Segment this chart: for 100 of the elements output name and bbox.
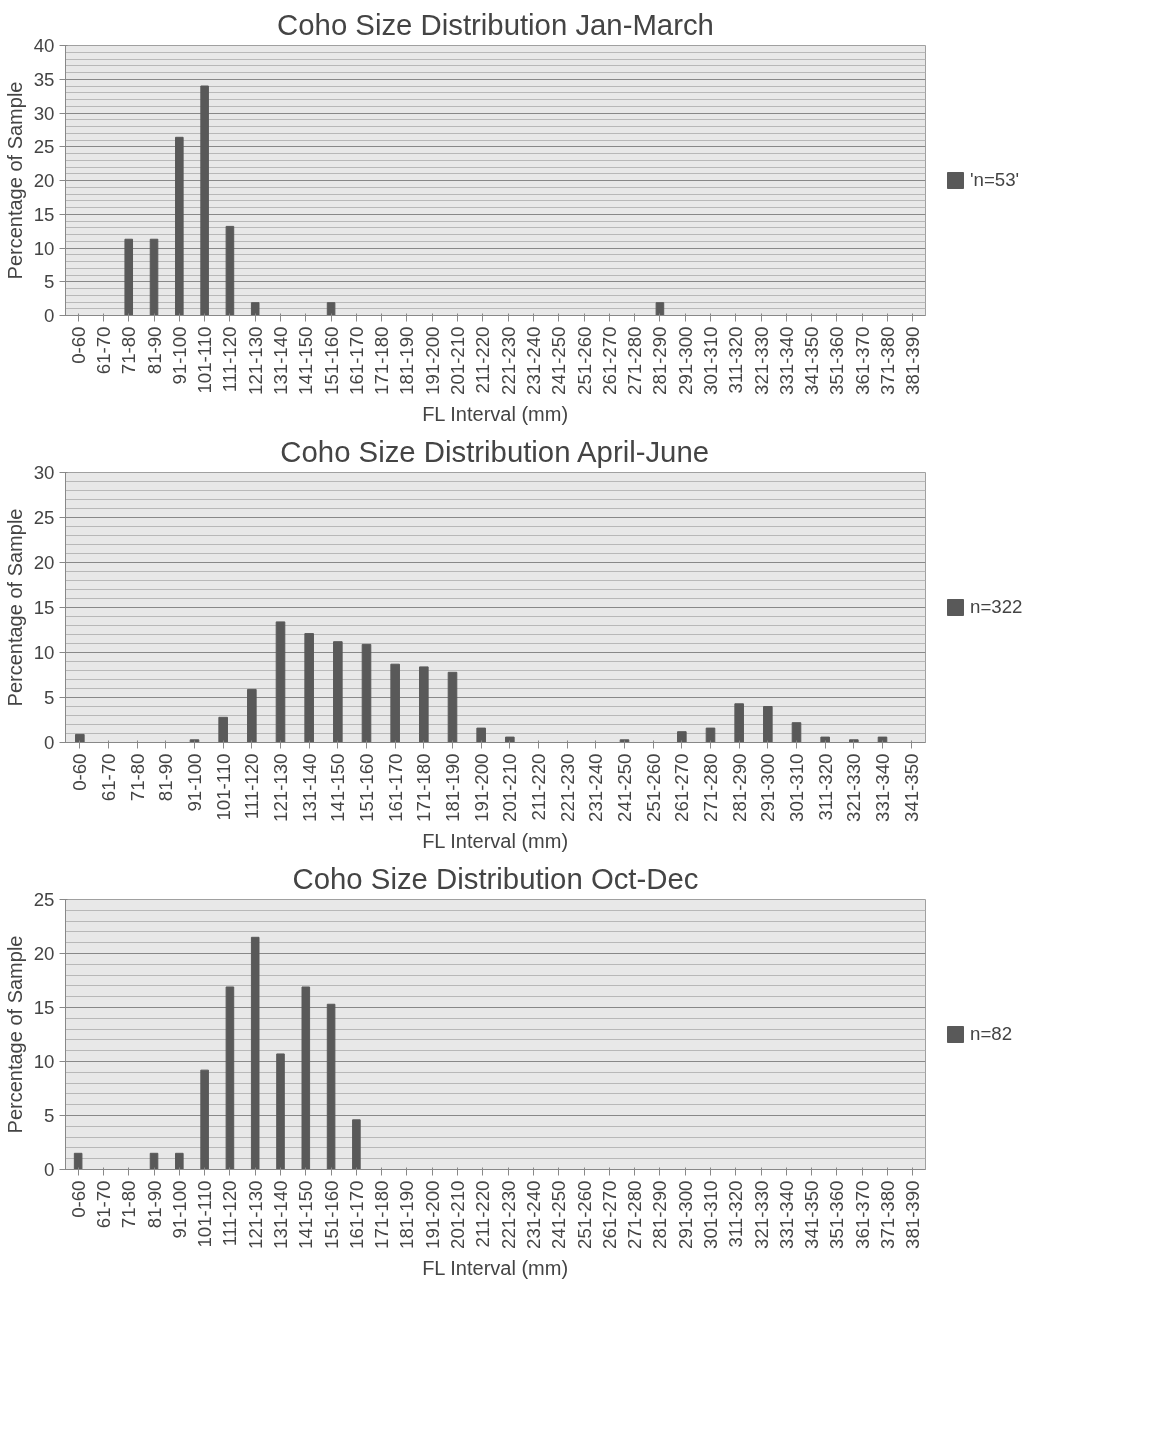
x-tick-label: 331-340 <box>775 1180 797 1249</box>
x-tick-label: 181-190 <box>396 1180 418 1249</box>
bar <box>175 136 184 316</box>
x-tick-label: 81-90 <box>143 326 165 375</box>
legend-label: n=82 <box>970 1023 1013 1045</box>
x-tick-label: 281-290 <box>649 1180 671 1249</box>
y-tick-label: 30 <box>33 462 55 483</box>
bar <box>200 1069 209 1170</box>
y-tick-label: 25 <box>33 507 55 528</box>
bar <box>705 727 716 743</box>
x-tick-label: 221-230 <box>497 326 519 395</box>
bar <box>250 302 260 316</box>
x-tick-label: 241-250 <box>548 326 570 395</box>
y-tick-label: 25 <box>33 889 55 910</box>
bar <box>247 688 257 743</box>
x-tick-label: 61-70 <box>98 753 119 802</box>
bar <box>333 641 343 743</box>
bar <box>250 936 260 1170</box>
bar <box>75 733 85 743</box>
bar <box>149 238 159 316</box>
bar <box>275 621 286 743</box>
x-tick-label: 311-320 <box>725 326 747 394</box>
bar <box>352 1119 361 1170</box>
x-tick-label: 111-120 <box>241 753 263 820</box>
x-tick-label: 201-210 <box>447 326 469 395</box>
y-tick-label: 15 <box>33 203 55 225</box>
x-tick-label: 361-370 <box>851 326 873 395</box>
bar <box>791 722 802 743</box>
bar <box>677 731 687 743</box>
x-tick-label: 271-280 <box>624 1180 646 1249</box>
x-tick-label: 151-160 <box>356 753 377 822</box>
x-tick-label: 91-100 <box>168 1180 190 1239</box>
x-tick-label: 71-80 <box>118 326 140 375</box>
x-tick-label: 221-230 <box>497 1180 519 1249</box>
y-axis-title: Percentage of Sample <box>3 81 26 280</box>
x-tick-label: 321-330 <box>750 326 772 395</box>
bar <box>200 85 209 316</box>
y-tick-label: 5 <box>44 687 55 708</box>
y-tick-label: 35 <box>33 68 55 90</box>
x-tick-label: 331-340 <box>872 753 893 822</box>
x-tick-label: 311-320 <box>725 1180 747 1248</box>
x-tick-label: 151-160 <box>320 326 342 395</box>
bar <box>326 302 336 316</box>
bar <box>447 671 458 743</box>
x-tick-label: 281-290 <box>649 326 671 395</box>
x-tick-label: 321-330 <box>750 1180 772 1249</box>
bar <box>849 739 859 743</box>
x-tick-label: 381-390 <box>902 326 924 395</box>
bar <box>655 302 665 316</box>
bar <box>476 727 486 743</box>
x-tick-label: 341-350 <box>801 1180 823 1249</box>
y-tick-label: 0 <box>44 1159 55 1180</box>
x-tick-label: 291-300 <box>757 753 779 822</box>
y-tick-label: 15 <box>33 597 55 618</box>
x-tick-label: 161-170 <box>345 326 367 395</box>
x-tick-label: 121-130 <box>244 326 266 395</box>
y-tick-label: 10 <box>33 642 55 663</box>
y-tick-label: 0 <box>44 305 55 326</box>
x-tick-label: 271-280 <box>624 326 646 395</box>
x-tick-label: 91-100 <box>168 326 190 385</box>
x-tick-label: 111-120 <box>219 326 241 393</box>
x-tick-label: 371-380 <box>877 326 899 395</box>
x-tick-label: 171-180 <box>371 326 393 395</box>
x-tick-label: 281-290 <box>728 753 750 822</box>
x-tick-label: 101-110 <box>194 1180 216 1248</box>
bar <box>877 736 888 743</box>
bar <box>73 1152 83 1170</box>
x-tick-label: 301-310 <box>700 326 721 395</box>
x-tick-label: 121-130 <box>270 753 291 822</box>
x-tick-label: 191-200 <box>421 326 443 395</box>
bar <box>301 986 311 1170</box>
x-axis-title: FL Interval (mm) <box>422 1256 569 1279</box>
x-tick-label: 271-280 <box>700 753 721 822</box>
x-tick-label: 211-220 <box>528 753 549 821</box>
y-tick-label: 20 <box>33 552 55 573</box>
y-tick-label: 20 <box>33 943 55 964</box>
x-tick-label: 291-300 <box>674 326 696 395</box>
x-tick-label: 251-260 <box>573 1180 595 1249</box>
y-axis-title: Percentage of Sample <box>3 508 26 707</box>
y-tick-label: 15 <box>33 997 55 1018</box>
chart-title: Coho Size Distribution Jan-March <box>277 7 714 41</box>
x-tick-label: 0-60 <box>67 1180 89 1218</box>
bar <box>419 666 429 743</box>
x-tick-label: 191-200 <box>421 1180 443 1249</box>
x-tick-label: 381-390 <box>902 1180 924 1249</box>
legend-label: n=322 <box>970 596 1023 618</box>
x-tick-label: 61-70 <box>92 326 114 375</box>
x-tick-label: 161-170 <box>384 753 406 822</box>
x-tick-label: 201-210 <box>447 1180 469 1249</box>
x-tick-label: 261-270 <box>671 753 693 822</box>
legend-label: 'n=53' <box>970 169 1020 191</box>
y-tick-label: 10 <box>33 1051 55 1072</box>
bar <box>225 986 235 1170</box>
y-tick-label: 5 <box>44 271 55 293</box>
x-tick-label: 0-60 <box>67 326 89 364</box>
x-tick-label: 241-250 <box>548 1180 570 1249</box>
x-tick-label: 321-330 <box>843 753 865 822</box>
x-tick-label: 301-310 <box>786 753 807 822</box>
bar <box>175 1152 184 1170</box>
x-tick-label: 201-210 <box>499 753 521 822</box>
